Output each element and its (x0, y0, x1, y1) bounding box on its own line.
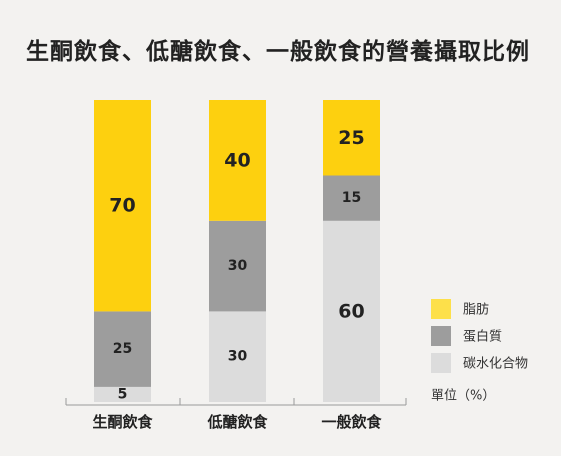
bar-segment-0-0 (94, 386, 151, 402)
bar-segment-0-1 (209, 311, 266, 402)
bar-segment-2-2 (323, 100, 380, 176)
data-label: 70 (109, 195, 135, 217)
bar-segment-2-1 (209, 100, 266, 221)
data-label: 25 (113, 341, 132, 357)
data-label: 30 (228, 258, 248, 274)
unit-label: 單位（%） (431, 389, 495, 404)
chart-title: 生酮飲食、低醣飲食、一般飲食的營養攝取比例 (26, 39, 530, 65)
data-label: 30 (228, 349, 248, 365)
legend-label: 碳水化合物 (463, 357, 528, 372)
legend-label: 蛋白質 (463, 329, 502, 345)
legend-swatch (431, 299, 451, 319)
bar-segment-1-0 (94, 311, 151, 387)
data-label: 25 (338, 127, 364, 149)
bar-segment-0-2 (323, 220, 380, 402)
bar-segment-1-2 (323, 175, 380, 221)
bar-segment-2-0 (94, 100, 151, 312)
category-label: 一般飲食 (321, 413, 382, 431)
bar-segment-1-1 (209, 220, 266, 312)
legend-swatch (431, 353, 451, 373)
data-label: 60 (338, 300, 364, 322)
legend-swatch (431, 326, 451, 346)
data-label: 40 (224, 149, 250, 171)
category-label: 生酮飲食 (92, 413, 153, 431)
legend-label: 脂肪 (463, 302, 489, 318)
category-label: 低醣飲食 (206, 413, 268, 431)
data-label: 5 (118, 386, 128, 402)
data-label: 15 (342, 190, 361, 206)
